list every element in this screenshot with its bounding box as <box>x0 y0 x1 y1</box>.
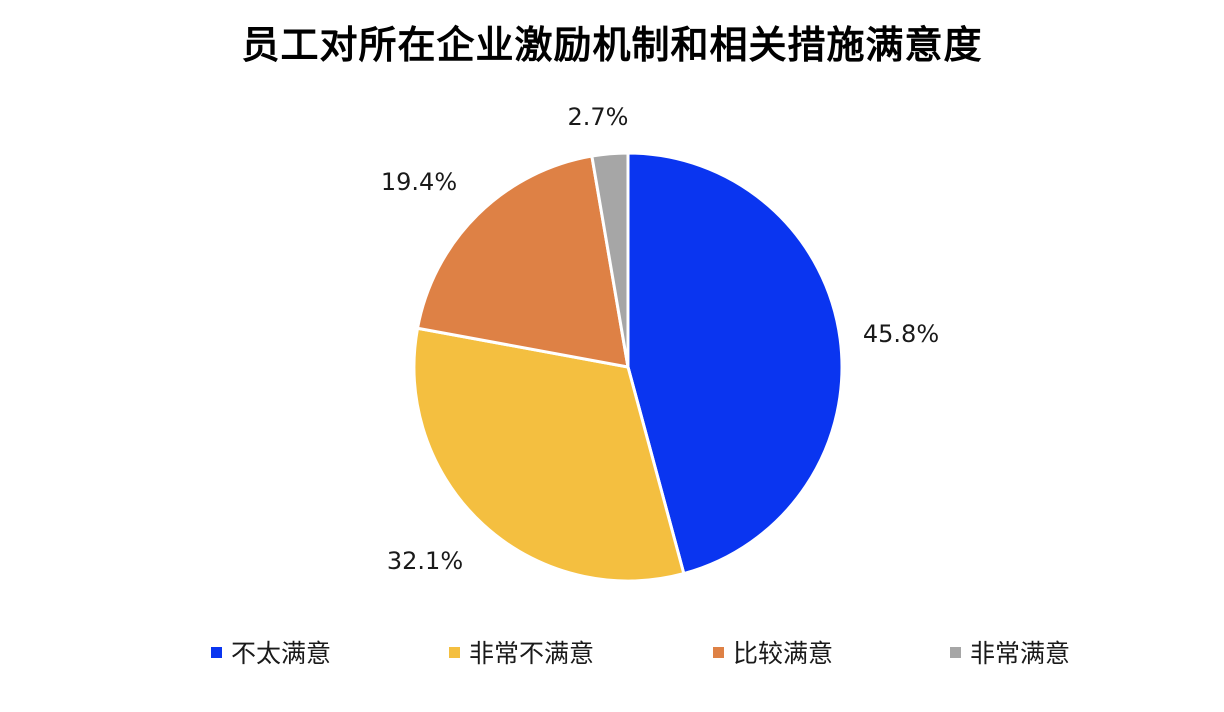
data-label-1: 45.8% <box>863 320 939 348</box>
pie-slice-1 <box>626 151 844 576</box>
chart-title: 员工对所在企业激励机制和相关措施满意度 <box>241 23 983 67</box>
legend-item-3: 比较满意 <box>713 634 833 670</box>
data-label-2: 32.1% <box>387 547 463 575</box>
legend-swatch-1 <box>211 646 222 658</box>
data-label-4: 2.7% <box>568 103 629 131</box>
legend-item-1: 不太满意 <box>211 634 331 670</box>
legend-swatch-3 <box>713 646 724 658</box>
legend-item-2: 非常不满意 <box>449 634 594 670</box>
legend: 不太满意 非常不满意 比较满意 非常满意 <box>0 634 1224 670</box>
legend-swatch-4 <box>950 646 961 658</box>
legend-swatch-2 <box>449 646 460 658</box>
legend-item-4: 非常满意 <box>950 634 1070 670</box>
pie-slice-4 <box>590 151 630 369</box>
data-label-3: 19.4% <box>381 168 457 196</box>
pie-slice-3 <box>416 154 630 369</box>
legend-label-2: 非常不满意 <box>469 639 595 668</box>
legend-label-3: 比较满意 <box>733 639 834 668</box>
legend-label-4: 非常满意 <box>970 639 1071 668</box>
pie-slice-2 <box>412 326 686 583</box>
legend-label-1: 不太满意 <box>231 639 332 668</box>
